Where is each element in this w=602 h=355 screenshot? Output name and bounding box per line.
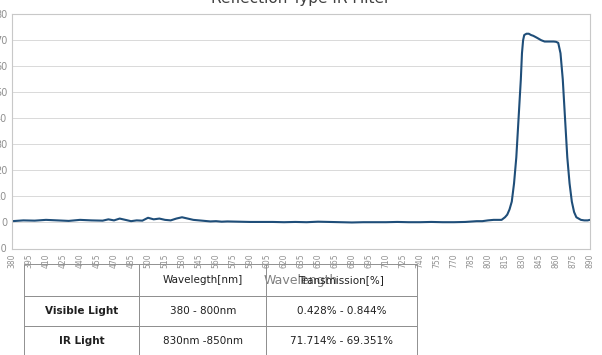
Bar xyxy=(23,326,139,355)
Bar xyxy=(266,326,417,355)
Bar xyxy=(23,296,139,326)
Bar xyxy=(266,264,417,296)
Text: Wavelegth[nm]: Wavelegth[nm] xyxy=(163,275,243,285)
Text: 0.428% - 0.844%: 0.428% - 0.844% xyxy=(297,306,386,316)
Bar xyxy=(139,296,266,326)
Bar xyxy=(266,296,417,326)
Text: 71.714% - 69.351%: 71.714% - 69.351% xyxy=(290,335,393,346)
Text: Transmission[%]: Transmission[%] xyxy=(299,275,385,285)
Title: Reflection Type IR Filter: Reflection Type IR Filter xyxy=(211,0,391,6)
X-axis label: Wavelength: Wavelength xyxy=(264,274,338,286)
Bar xyxy=(139,264,266,296)
Bar xyxy=(139,326,266,355)
Text: 380 - 800nm: 380 - 800nm xyxy=(170,306,236,316)
Text: Visible Light: Visible Light xyxy=(45,306,118,316)
Bar xyxy=(23,264,139,296)
Text: IR Light: IR Light xyxy=(58,335,104,346)
Text: 830nm -850nm: 830nm -850nm xyxy=(163,335,243,346)
